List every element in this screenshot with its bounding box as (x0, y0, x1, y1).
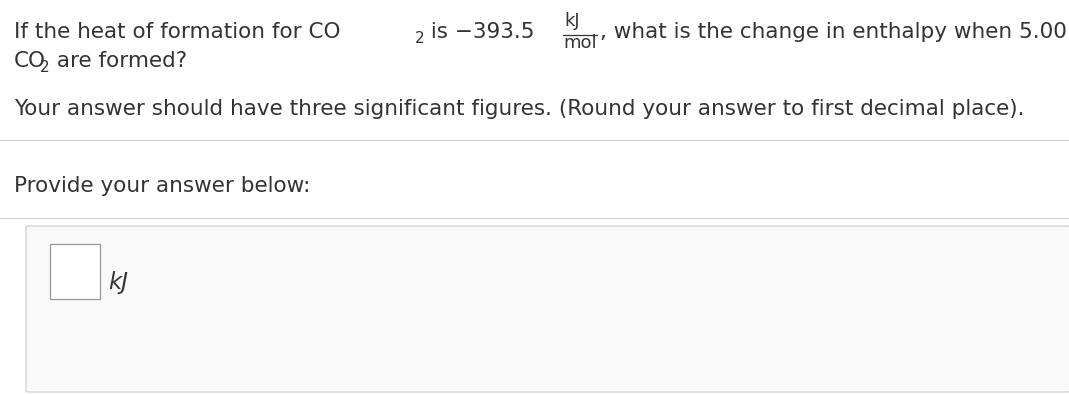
Text: If the heat of formation for CO: If the heat of formation for CO (14, 22, 341, 42)
Text: is −393.5: is −393.5 (424, 22, 539, 42)
Text: mol: mol (563, 34, 597, 52)
Text: CO: CO (14, 51, 46, 71)
Text: kJ: kJ (108, 271, 128, 294)
Text: Provide your answer below:: Provide your answer below: (14, 176, 310, 196)
Text: are formed?: are formed? (50, 51, 187, 71)
FancyBboxPatch shape (50, 244, 100, 299)
FancyBboxPatch shape (26, 226, 1069, 392)
Text: 2: 2 (415, 31, 424, 46)
Text: Your answer should have three significant figures. (Round your answer to first d: Your answer should have three significan… (14, 99, 1024, 119)
Text: kJ: kJ (564, 12, 579, 30)
Text: , what is the change in enthalpy when 5.00 g of: , what is the change in enthalpy when 5.… (600, 22, 1069, 42)
Text: 2: 2 (40, 60, 49, 75)
